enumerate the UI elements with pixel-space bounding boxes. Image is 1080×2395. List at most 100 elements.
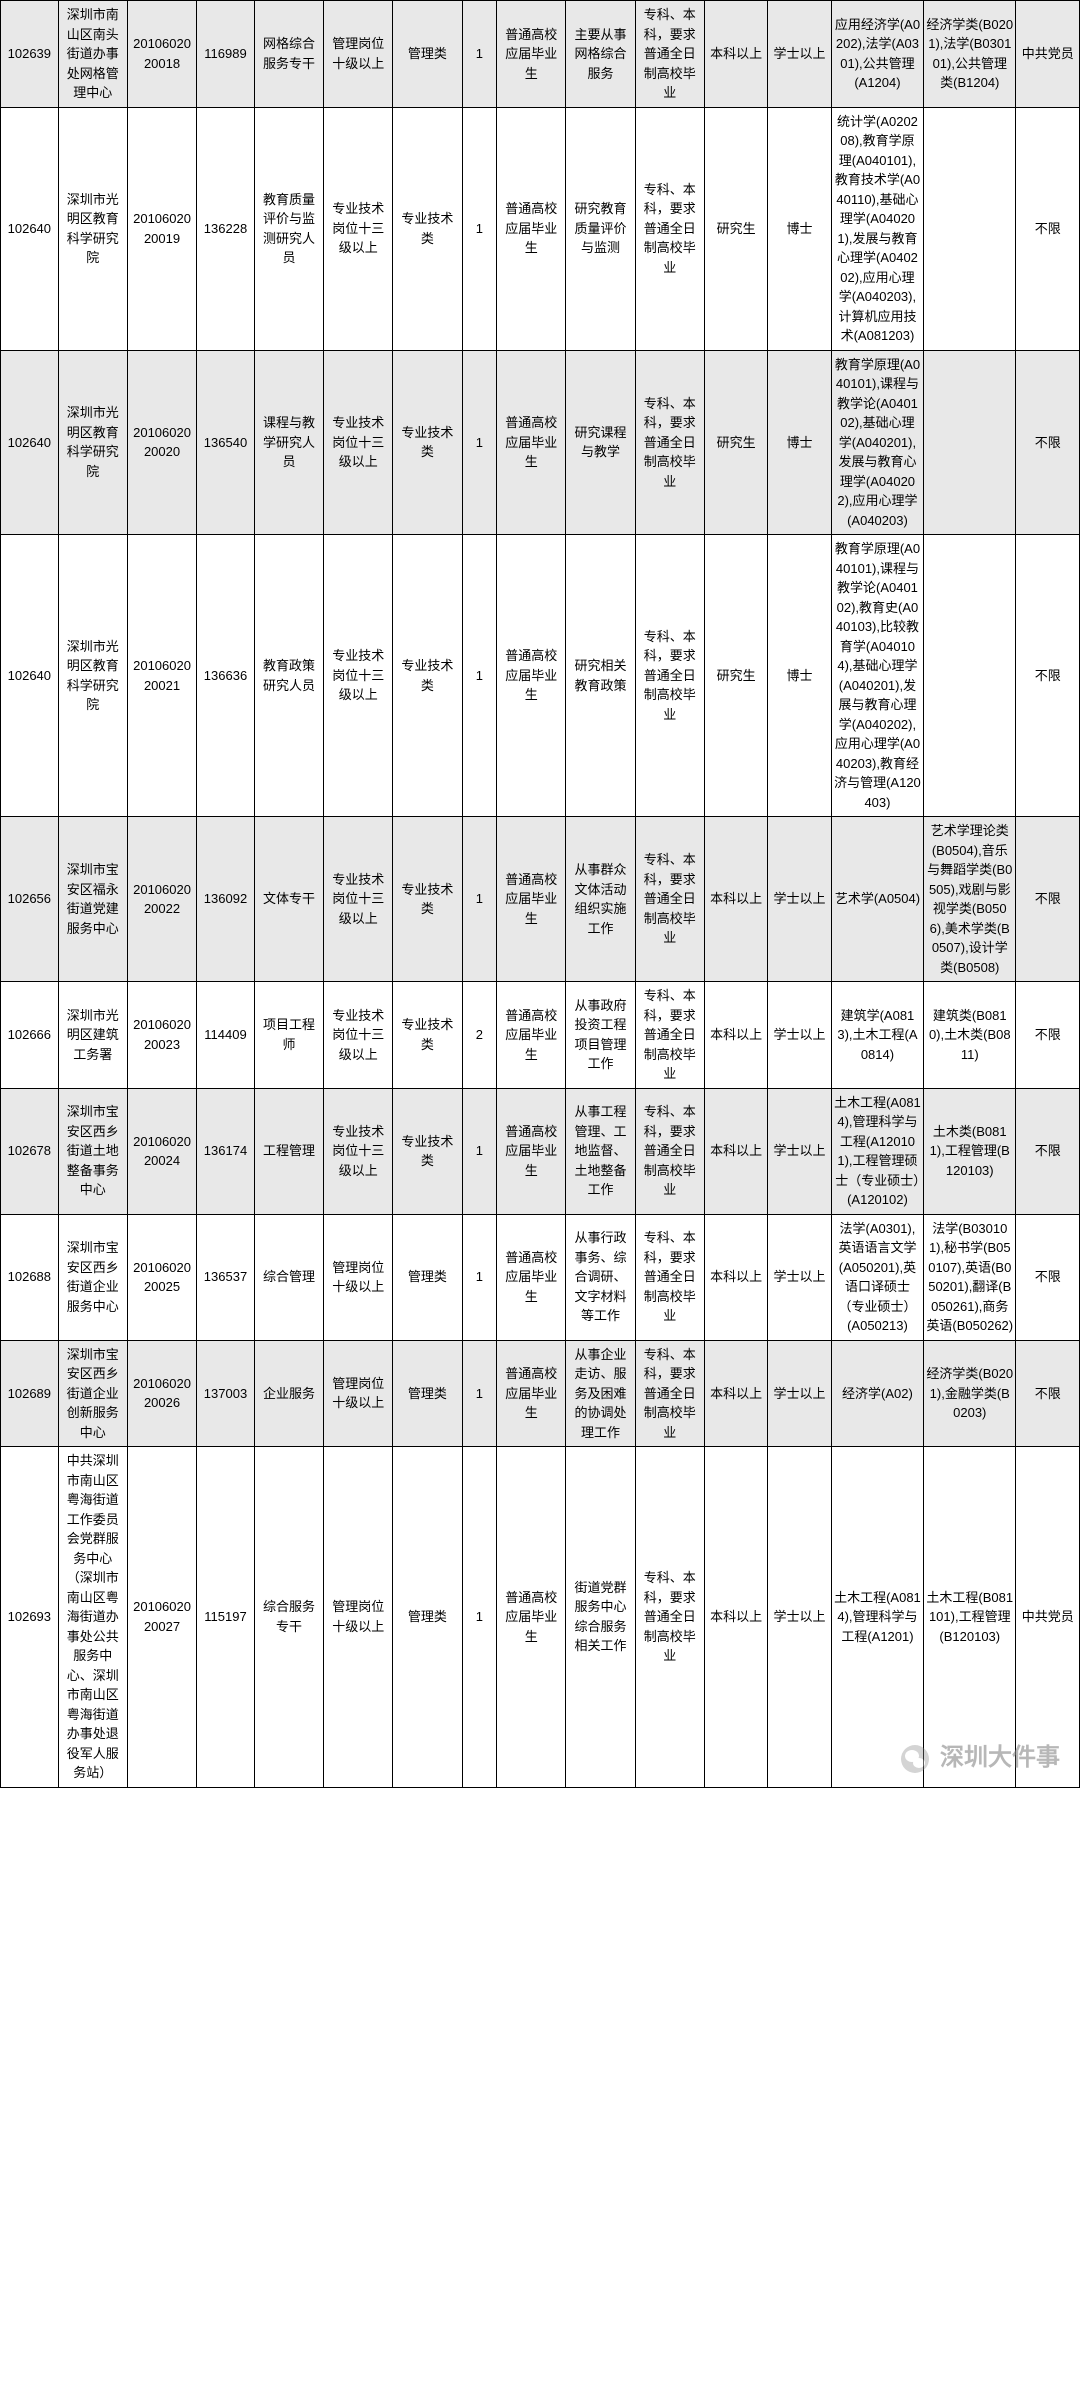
table-cell: 普通高校应届毕业生: [497, 982, 566, 1089]
table-cell: 研究生: [704, 535, 767, 817]
table-cell: 管理类: [393, 1447, 462, 1788]
table-cell: 教育质量评价与监测研究人员: [254, 107, 323, 350]
table-cell: 不限: [1016, 350, 1080, 535]
table-cell: 102693: [1, 1447, 59, 1788]
table-cell: 20106020 20025: [127, 1214, 196, 1340]
table-cell: 专业技术岗位十三级以上: [324, 350, 393, 535]
table-cell: 普通高校应届毕业生: [497, 817, 566, 982]
table-cell: 本科以上: [704, 1088, 767, 1214]
table-cell: 深圳市宝安区西乡街道企业服务中心: [58, 1214, 127, 1340]
watermark-text: 深圳大件事: [940, 1744, 1060, 1771]
watermark: 深圳大件事: [901, 1737, 1060, 1773]
table-cell: 专业技术类: [393, 107, 462, 350]
table-cell: 从事工程管理、工地监督、土地整备工作: [566, 1088, 635, 1214]
table-cell: 经济学类(B0201),法学(B030101),公共管理类(B1204): [924, 1, 1016, 108]
table-cell: 102689: [1, 1340, 59, 1447]
table-cell: 专科、本科，要求普通全日制高校毕业: [635, 107, 704, 350]
table-cell: 1: [462, 535, 497, 817]
table-cell: 本科以上: [704, 1214, 767, 1340]
table-cell: 教育学原理(A040101),课程与教学论(A040102),教育史(A0401…: [831, 535, 923, 817]
table-cell: 20106020 20027: [127, 1447, 196, 1788]
table-cell: 经济学(A02): [831, 1340, 923, 1447]
table-cell: 深圳市光明区教育科学研究院: [58, 107, 127, 350]
table-cell: 教育政策研究人员: [254, 535, 323, 817]
table-cell: 不限: [1016, 817, 1080, 982]
table-row: 102640深圳市光明区教育科学研究院20106020 20019136228教…: [1, 107, 1080, 350]
table-cell: 从事企业走访、服务及困难的协调处理工作: [566, 1340, 635, 1447]
table-body: 102639深圳市南山区南头街道办事处网格管理中心20106020 200181…: [1, 1, 1080, 1788]
table-row: 102640深圳市光明区教育科学研究院20106020 20020136540课…: [1, 350, 1080, 535]
table-cell: 20106020 20021: [127, 535, 196, 817]
table-cell: 136228: [197, 107, 255, 350]
table-cell: 不限: [1016, 1214, 1080, 1340]
table-cell: 专科、本科，要求普通全日制高校毕业: [635, 982, 704, 1089]
table-cell: 从事政府投资工程项目管理工作: [566, 982, 635, 1089]
table-cell: 2: [462, 982, 497, 1089]
table-cell: 136636: [197, 535, 255, 817]
table-cell: 136537: [197, 1214, 255, 1340]
table-cell: 应用经济学(A0202),法学(A0301),公共管理(A1204): [831, 1, 923, 108]
table-cell: 专业技术类: [393, 535, 462, 817]
table-cell: 专科、本科，要求普通全日制高校毕业: [635, 1214, 704, 1340]
table-cell: 艺术学理论类(B0504),音乐与舞蹈学类(B0505),戏剧与影视学类(B05…: [924, 817, 1016, 982]
table-cell: 深圳市宝安区西乡街道土地整备事务中心: [58, 1088, 127, 1214]
table-cell: 102639: [1, 1, 59, 108]
table-cell: 专业技术岗位十三级以上: [324, 817, 393, 982]
table-cell: 土木工程(A0814),管理科学与工程(A120101),工程管理硕士（专业硕士…: [831, 1088, 923, 1214]
table-cell: 不限: [1016, 1340, 1080, 1447]
table-cell: 普通高校应届毕业生: [497, 350, 566, 535]
table-cell: 建筑类(B0810),土木类(B0811): [924, 982, 1016, 1089]
table-cell: 教育学原理(A040101),课程与教学论(A040102),基础心理学(A04…: [831, 350, 923, 535]
table-cell: 专科、本科，要求普通全日制高校毕业: [635, 817, 704, 982]
table-cell: 管理岗位十级以上: [324, 1, 393, 108]
table-row: 102656深圳市宝安区福永街道党建服务中心20106020 200221360…: [1, 817, 1080, 982]
table-cell: 学士以上: [768, 1340, 831, 1447]
table-cell: 20106020 20019: [127, 107, 196, 350]
table-cell: 本科以上: [704, 1, 767, 108]
table-cell: 116989: [197, 1, 255, 108]
table-cell: 20106020 20022: [127, 817, 196, 982]
table-cell: 法学(B030101),秘书学(B050107),英语(B050201),翻译(…: [924, 1214, 1016, 1340]
table-cell: 学士以上: [768, 1088, 831, 1214]
table-cell: 20106020 20018: [127, 1, 196, 108]
table-cell: 专业技术岗位十三级以上: [324, 1088, 393, 1214]
table-cell: [924, 535, 1016, 817]
table-cell: 不限: [1016, 535, 1080, 817]
table-cell: 专科、本科，要求普通全日制高校毕业: [635, 1340, 704, 1447]
job-listing-table: 102639深圳市南山区南头街道办事处网格管理中心20106020 200181…: [0, 0, 1080, 1788]
table-cell: 网格综合服务专干: [254, 1, 323, 108]
table-cell: 研究教育质量评价与监测: [566, 107, 635, 350]
table-cell: 1: [462, 1, 497, 108]
table-cell: 统计学(A020208),教育学原理(A040101),教育技术学(A04011…: [831, 107, 923, 350]
table-cell: 中共党员: [1016, 1, 1080, 108]
table-row: 102689深圳市宝安区西乡街道企业创新服务中心20106020 2002613…: [1, 1340, 1080, 1447]
table-cell: 普通高校应届毕业生: [497, 535, 566, 817]
table-cell: 学士以上: [768, 982, 831, 1089]
table-cell: 本科以上: [704, 1340, 767, 1447]
table-cell: 1: [462, 1214, 497, 1340]
table-cell: 102640: [1, 107, 59, 350]
table-cell: 专业技术类: [393, 1088, 462, 1214]
table-cell: 管理岗位十级以上: [324, 1340, 393, 1447]
table-cell: 普通高校应届毕业生: [497, 1214, 566, 1340]
table-cell: 本科以上: [704, 982, 767, 1089]
table-cell: 1: [462, 1447, 497, 1788]
table-cell: 学士以上: [768, 1, 831, 108]
table-cell: 学士以上: [768, 1214, 831, 1340]
table-cell: 管理岗位十级以上: [324, 1214, 393, 1340]
table-cell: 博士: [768, 535, 831, 817]
table-cell: 管理类: [393, 1214, 462, 1340]
table-cell: 1: [462, 817, 497, 982]
table-cell: 20106020 20020: [127, 350, 196, 535]
table-cell: 102678: [1, 1088, 59, 1214]
table-cell: 普通高校应届毕业生: [497, 1447, 566, 1788]
table-cell: 法学(A0301),英语语言文学(A050201),英语口译硕士（专业硕士）(A…: [831, 1214, 923, 1340]
table-cell: 深圳市南山区南头街道办事处网格管理中心: [58, 1, 127, 108]
table-row: 102639深圳市南山区南头街道办事处网格管理中心20106020 200181…: [1, 1, 1080, 108]
table-cell: 20106020 20023: [127, 982, 196, 1089]
table-cell: 专业技术岗位十三级以上: [324, 535, 393, 817]
table-cell: 研究相关教育政策: [566, 535, 635, 817]
table-cell: 课程与教学研究人员: [254, 350, 323, 535]
table-cell: 不限: [1016, 982, 1080, 1089]
table-cell: 专业技术岗位十三级以上: [324, 107, 393, 350]
